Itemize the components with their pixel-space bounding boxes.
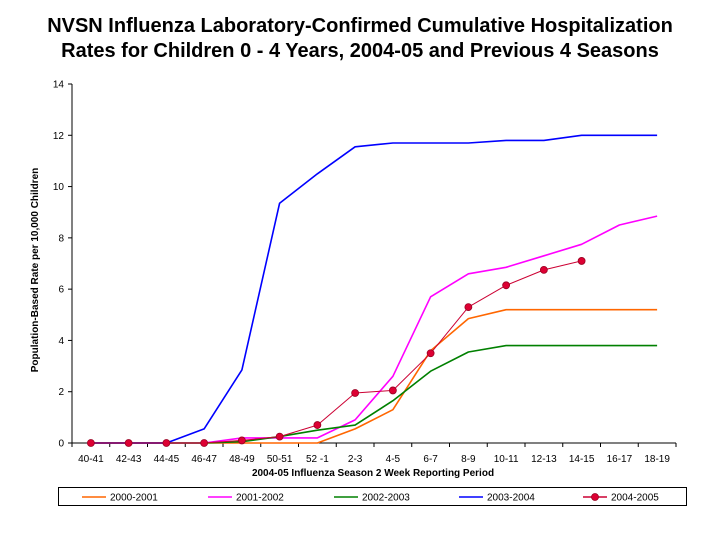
chart-title-line-1: NVSN Influenza Laboratory-Confirmed Cumu…	[47, 15, 673, 37]
data-point-2004-2005-52 -1	[313, 421, 322, 429]
series-line-2003-2004	[90, 134, 658, 444]
data-point-2004-2005-44-45	[162, 439, 171, 447]
data-point-2004-2005-12-13	[539, 266, 548, 274]
data-point-2004-2005-14-15	[577, 257, 586, 265]
data-point-2004-2005-46-47	[200, 439, 209, 447]
data-point-2004-2005-2-3	[351, 389, 360, 397]
y-tick-label: 8	[58, 233, 64, 244]
y-tick-label: 4	[58, 336, 64, 347]
x-tick-label: 2-3	[348, 454, 363, 465]
chart-axes: 0 2 4 6 8 10 12 14 40-41 42-43 44-45 46-47 48-49 50-5…	[53, 80, 677, 465]
legend-marker-2004-2005	[591, 493, 599, 501]
y-tick-label: 14	[53, 80, 65, 91]
legend-label-2004-2005: 2004-2005	[611, 493, 659, 504]
y-tick-label: 2	[58, 387, 64, 398]
series-line-2000-2001	[90, 308, 658, 444]
legend-box	[58, 487, 687, 506]
chart-title: NVSN Influenza Laboratory-Confirmed Cumu…	[0, 14, 720, 64]
x-tick-label: 18-19	[644, 454, 670, 465]
data-point-2004-2005-8-9	[464, 303, 473, 311]
legend-label-2002-2003: 2002-2003	[362, 493, 410, 504]
legend: 2000-2001 2001-2002 2002-2003 2003-2004 2004…	[58, 487, 687, 506]
y-tick-label: 10	[53, 182, 65, 193]
x-tick-label: 44-45	[154, 454, 180, 465]
data-point-2004-2005-10-11	[502, 281, 511, 290]
series-line-2004-2005	[90, 260, 582, 444]
x-tick-label: 40-41	[78, 454, 104, 465]
x-tick-label: 16-17	[607, 454, 633, 465]
legend-label-2003-2004: 2003-2004	[487, 493, 535, 504]
series-line-2002-2003	[90, 344, 658, 444]
series-layer	[86, 134, 658, 447]
y-tick-label: 0	[58, 439, 64, 450]
legend-label-2000-2001: 2000-2001	[110, 493, 158, 504]
x-axis-title: 2004-05 Influenza Season 2 Week Reportin…	[252, 468, 494, 479]
y-tick-label: 12	[53, 131, 65, 142]
x-tick-label: 12-13	[531, 454, 557, 465]
x-tick-label: 52 -1	[306, 454, 329, 465]
y-axis-title: Population-Based Rate per 10,000 Childre…	[30, 168, 41, 373]
x-tick-label: 48-49	[229, 454, 255, 465]
x-tick-label: 50-51	[267, 454, 293, 465]
x-tick-label: 46-47	[191, 454, 217, 465]
data-point-2004-2005-48-49	[237, 436, 246, 445]
legend-label-2001-2002: 2001-2002	[236, 493, 284, 504]
data-point-2004-2005-4-5	[388, 386, 397, 395]
x-tick-label: 42-43	[116, 454, 142, 465]
x-tick-label: 14-15	[569, 454, 595, 465]
x-tick-label: 4-5	[386, 454, 401, 465]
series-line-2001-2002	[90, 215, 658, 444]
data-point-2004-2005-50-51	[275, 432, 284, 441]
y-tick-label: 6	[58, 285, 64, 296]
x-tick-label: 10-11	[494, 454, 519, 465]
data-point-2004-2005-40-41	[86, 439, 95, 447]
x-tick-label: 6-7	[423, 454, 438, 465]
data-point-2004-2005-6-7	[426, 349, 435, 358]
x-tick-label: 8-9	[461, 454, 476, 465]
data-point-2004-2005-42-43	[124, 439, 133, 447]
chart-title-line-2: Rates for Children 0 - 4 Years, 2004-05 …	[61, 40, 659, 62]
